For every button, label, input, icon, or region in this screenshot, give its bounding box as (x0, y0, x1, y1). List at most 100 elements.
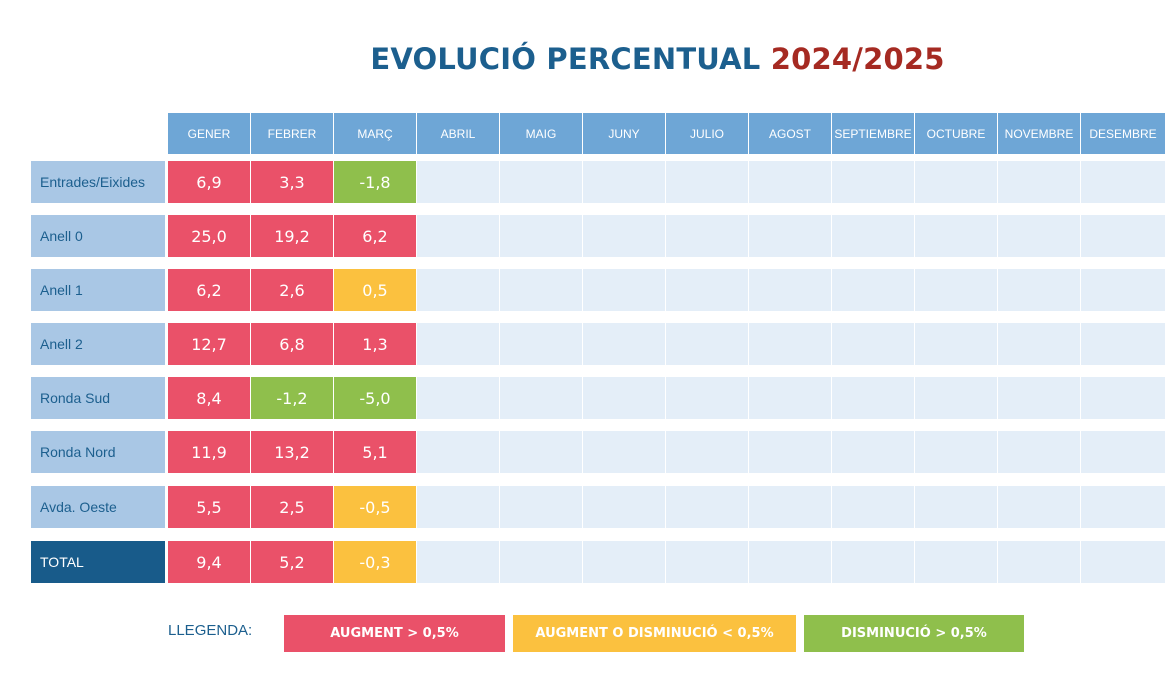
empty-cell (500, 377, 582, 419)
empty-cell (500, 486, 582, 528)
empty-cell (832, 486, 914, 528)
empty-cell (666, 161, 748, 203)
column-header: AGOST (749, 113, 831, 154)
empty-cell (832, 431, 914, 473)
value-cell: 6,2 (168, 269, 250, 311)
column-header: JULIO (666, 113, 748, 154)
value-cell: -5,0 (334, 377, 416, 419)
empty-cell (500, 269, 582, 311)
empty-cell (500, 161, 582, 203)
value-cell: -1,8 (334, 161, 416, 203)
title-text: EVOLUCIÓ PERCENTUAL (370, 42, 761, 76)
legend-label: LLEGENDA: (168, 622, 253, 639)
empty-cell (500, 541, 582, 583)
empty-cell (666, 541, 748, 583)
empty-cell (749, 541, 831, 583)
empty-cell (1081, 486, 1165, 528)
value-cell: 5,2 (251, 541, 333, 583)
column-header: MARÇ (334, 113, 416, 154)
empty-cell (666, 431, 748, 473)
legend-item-up: AUGMENT > 0,5% (284, 615, 505, 652)
value-cell: 9,4 (168, 541, 250, 583)
value-cell: 12,7 (168, 323, 250, 365)
empty-cell (583, 431, 665, 473)
empty-cell (1081, 215, 1165, 257)
empty-cell (915, 161, 997, 203)
empty-cell (417, 486, 499, 528)
empty-cell (998, 486, 1080, 528)
row-label: Anell 0 (31, 215, 165, 257)
empty-cell (832, 323, 914, 365)
empty-cell (583, 323, 665, 365)
column-header: NOVEMBRE (998, 113, 1080, 154)
empty-cell (998, 215, 1080, 257)
empty-cell (915, 431, 997, 473)
empty-cell (915, 215, 997, 257)
empty-cell (832, 541, 914, 583)
row-label: Anell 1 (31, 269, 165, 311)
empty-cell (417, 215, 499, 257)
column-header: JUNY (583, 113, 665, 154)
empty-cell (417, 541, 499, 583)
empty-cell (1081, 161, 1165, 203)
empty-cell (749, 269, 831, 311)
title-year: 2024/2025 (770, 42, 945, 76)
empty-cell (998, 323, 1080, 365)
value-cell: -0,3 (334, 541, 416, 583)
empty-cell (666, 486, 748, 528)
empty-cell (666, 323, 748, 365)
empty-cell (666, 377, 748, 419)
row-label: Anell 2 (31, 323, 165, 365)
empty-cell (915, 377, 997, 419)
column-header: FEBRER (251, 113, 333, 154)
chart-title: EVOLUCIÓ PERCENTUAL 2024/2025 (0, 42, 1175, 76)
empty-cell (749, 215, 831, 257)
empty-cell (832, 269, 914, 311)
empty-cell (832, 161, 914, 203)
evolution-table: GENER FEBRER MARÇ ABRIL MAIG JUNY JULIO AGOST SE… (31, 113, 1165, 583)
legend-item-down: DISMINUCIÓ > 0,5% (804, 615, 1024, 652)
empty-cell (915, 323, 997, 365)
column-header: MAIG (500, 113, 582, 154)
legend-item-flat: AUGMENT O DISMINUCIÓ < 0,5% (513, 615, 796, 652)
value-cell: 25,0 (168, 215, 250, 257)
value-cell: 6,8 (251, 323, 333, 365)
empty-cell (1081, 431, 1165, 473)
empty-cell (915, 541, 997, 583)
column-header: DESEMBRE (1081, 113, 1165, 154)
value-cell: 5,5 (168, 486, 250, 528)
empty-cell (500, 431, 582, 473)
empty-cell (998, 541, 1080, 583)
empty-cell (583, 269, 665, 311)
value-cell: -0,5 (334, 486, 416, 528)
value-cell: 13,2 (251, 431, 333, 473)
column-header: GENER (168, 113, 250, 154)
column-header: ABRIL (417, 113, 499, 154)
column-header: OCTUBRE (915, 113, 997, 154)
value-cell: 5,1 (334, 431, 416, 473)
empty-cell (1081, 541, 1165, 583)
column-header: SEPTIEMBRE (832, 113, 914, 154)
empty-cell (417, 161, 499, 203)
empty-cell (749, 323, 831, 365)
empty-cell (998, 431, 1080, 473)
empty-cell (1081, 323, 1165, 365)
empty-cell (417, 431, 499, 473)
empty-cell (832, 215, 914, 257)
value-cell: 3,3 (251, 161, 333, 203)
empty-cell (998, 269, 1080, 311)
empty-cell (998, 161, 1080, 203)
empty-cell (666, 215, 748, 257)
total-row-label: TOTAL (31, 541, 165, 583)
value-cell: 19,2 (251, 215, 333, 257)
empty-cell (1081, 377, 1165, 419)
value-cell: 2,5 (251, 486, 333, 528)
empty-cell (749, 161, 831, 203)
row-label: Ronda Nord (31, 431, 165, 473)
empty-cell (583, 161, 665, 203)
empty-cell (583, 377, 665, 419)
value-cell: 8,4 (168, 377, 250, 419)
value-cell: 2,6 (251, 269, 333, 311)
empty-cell (749, 486, 831, 528)
empty-cell (666, 269, 748, 311)
